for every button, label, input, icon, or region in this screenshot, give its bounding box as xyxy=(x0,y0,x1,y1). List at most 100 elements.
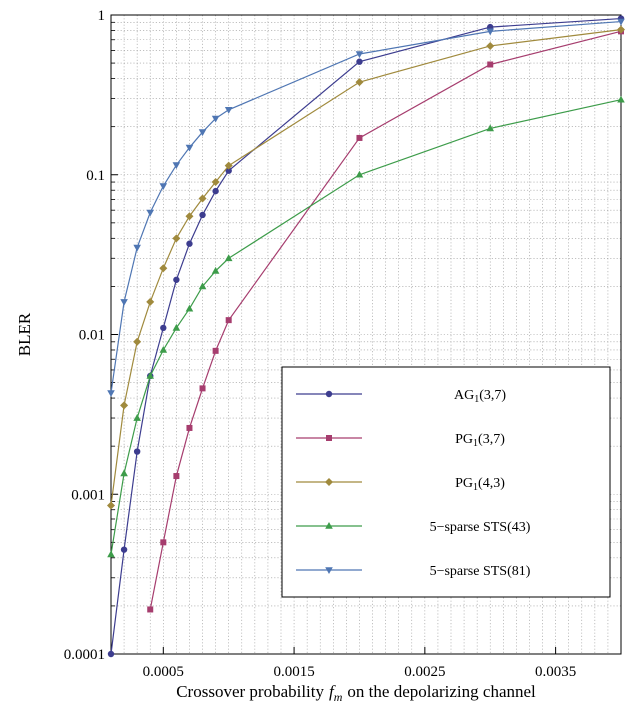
legend-label-suffix: (3,7) xyxy=(478,432,505,447)
legend-swatch-marker xyxy=(325,478,333,486)
data-point xyxy=(224,107,233,114)
data-point xyxy=(133,337,142,346)
legend-label: AG1(3,7) xyxy=(454,388,506,405)
legend-label-name: PG xyxy=(455,432,473,447)
legend-label: PG1(3,7) xyxy=(455,432,505,449)
data-point xyxy=(120,401,129,410)
legend-label: 5−sparse STS(43) xyxy=(430,520,531,535)
data-point xyxy=(617,95,625,103)
y-axis-title: BLER xyxy=(15,312,34,356)
data-point xyxy=(172,323,181,331)
data-point xyxy=(172,162,181,170)
data-point xyxy=(211,266,220,274)
y-tick-label: 1 xyxy=(98,8,106,24)
legend-swatch-marker xyxy=(325,522,333,529)
data-point xyxy=(120,299,128,306)
data-point xyxy=(487,61,494,68)
data-point xyxy=(160,539,167,546)
series-3 xyxy=(107,95,625,558)
data-point xyxy=(120,546,128,553)
data-point xyxy=(173,473,180,480)
data-point xyxy=(224,254,233,262)
data-point xyxy=(147,606,154,613)
series-0 xyxy=(107,15,625,658)
data-point xyxy=(159,345,168,353)
y-tick-label: 0.0001 xyxy=(64,647,105,663)
legend-label-name: PG xyxy=(455,476,473,491)
data-point xyxy=(225,317,232,324)
data-point xyxy=(133,448,141,455)
series-line xyxy=(149,30,622,610)
data-point xyxy=(159,264,168,273)
data-point xyxy=(486,124,495,132)
x-tick-label: 0.0025 xyxy=(404,664,445,680)
legend: AG1(3,7)PG1(3,7)PG1(4,3)5−sparse STS(43)… xyxy=(281,366,611,598)
legend-label-subscript: 1 xyxy=(473,482,478,493)
data-point xyxy=(107,390,115,398)
data-point xyxy=(133,244,141,252)
data-point xyxy=(224,161,233,170)
legend-label-name: AG xyxy=(454,388,474,403)
series-1 xyxy=(147,28,624,613)
series-line xyxy=(110,20,622,394)
legend-label-suffix: (3,7) xyxy=(479,388,506,403)
data-point xyxy=(146,297,155,306)
data-point xyxy=(355,78,364,87)
data-point xyxy=(486,28,495,36)
x-axis-title-subscript: m xyxy=(334,690,343,704)
data-point xyxy=(617,25,625,34)
y-tick-label: 0.001 xyxy=(71,487,105,503)
data-point xyxy=(211,115,220,123)
data-point xyxy=(159,183,168,191)
data-point xyxy=(107,650,115,658)
data-point xyxy=(356,134,363,141)
y-tick-label: 0.1 xyxy=(86,168,105,184)
legend-label-suffix: (4,3) xyxy=(478,476,505,491)
data-point xyxy=(172,234,181,243)
data-point xyxy=(198,282,207,290)
legend-label: 5−sparse STS(81) xyxy=(430,564,531,579)
data-point xyxy=(107,501,115,510)
data-point xyxy=(199,385,206,392)
data-point xyxy=(146,371,155,379)
data-point xyxy=(355,51,364,58)
x-tick-label: 0.0035 xyxy=(535,664,576,680)
x-axis-title-main: Crossover probability xyxy=(176,682,324,701)
data-point xyxy=(617,18,625,26)
data-point xyxy=(186,240,193,247)
legend-label: PG1(4,3) xyxy=(455,476,505,493)
legend-label-subscript: 1 xyxy=(473,438,478,449)
data-point xyxy=(185,304,194,312)
data-point xyxy=(198,129,207,137)
data-point xyxy=(133,414,141,421)
y-tick-label: 0.01 xyxy=(79,328,105,344)
data-point xyxy=(199,211,206,219)
series-layer xyxy=(107,15,625,658)
series-2 xyxy=(107,25,625,510)
series-4 xyxy=(107,18,625,398)
legend-swatch-marker xyxy=(325,390,333,398)
data-point xyxy=(185,212,194,221)
x-axis-title: Crossover probability fm on the depolarizi… xyxy=(176,682,536,704)
legend-label-subscript: 1 xyxy=(474,394,479,405)
legend-label-name: 5−sparse STS(81) xyxy=(430,564,531,579)
data-point xyxy=(212,187,219,195)
data-point xyxy=(107,550,115,558)
data-point xyxy=(225,167,232,174)
x-tick-label: 0.0015 xyxy=(273,664,314,680)
x-axis-title-suffix: on the depolarizing channel xyxy=(347,682,536,701)
data-point xyxy=(186,424,193,431)
data-point xyxy=(356,58,363,65)
data-point xyxy=(355,170,364,178)
x-axis-title-symbol: f xyxy=(329,682,336,701)
data-point xyxy=(486,41,495,50)
data-point xyxy=(173,276,180,283)
x-tick-label: 0.0005 xyxy=(143,664,184,680)
data-point xyxy=(211,178,220,187)
data-point xyxy=(185,144,194,152)
legend-swatch-marker xyxy=(325,567,333,574)
data-point xyxy=(160,324,167,332)
data-point xyxy=(212,347,219,354)
legend-swatch-marker xyxy=(326,435,332,441)
